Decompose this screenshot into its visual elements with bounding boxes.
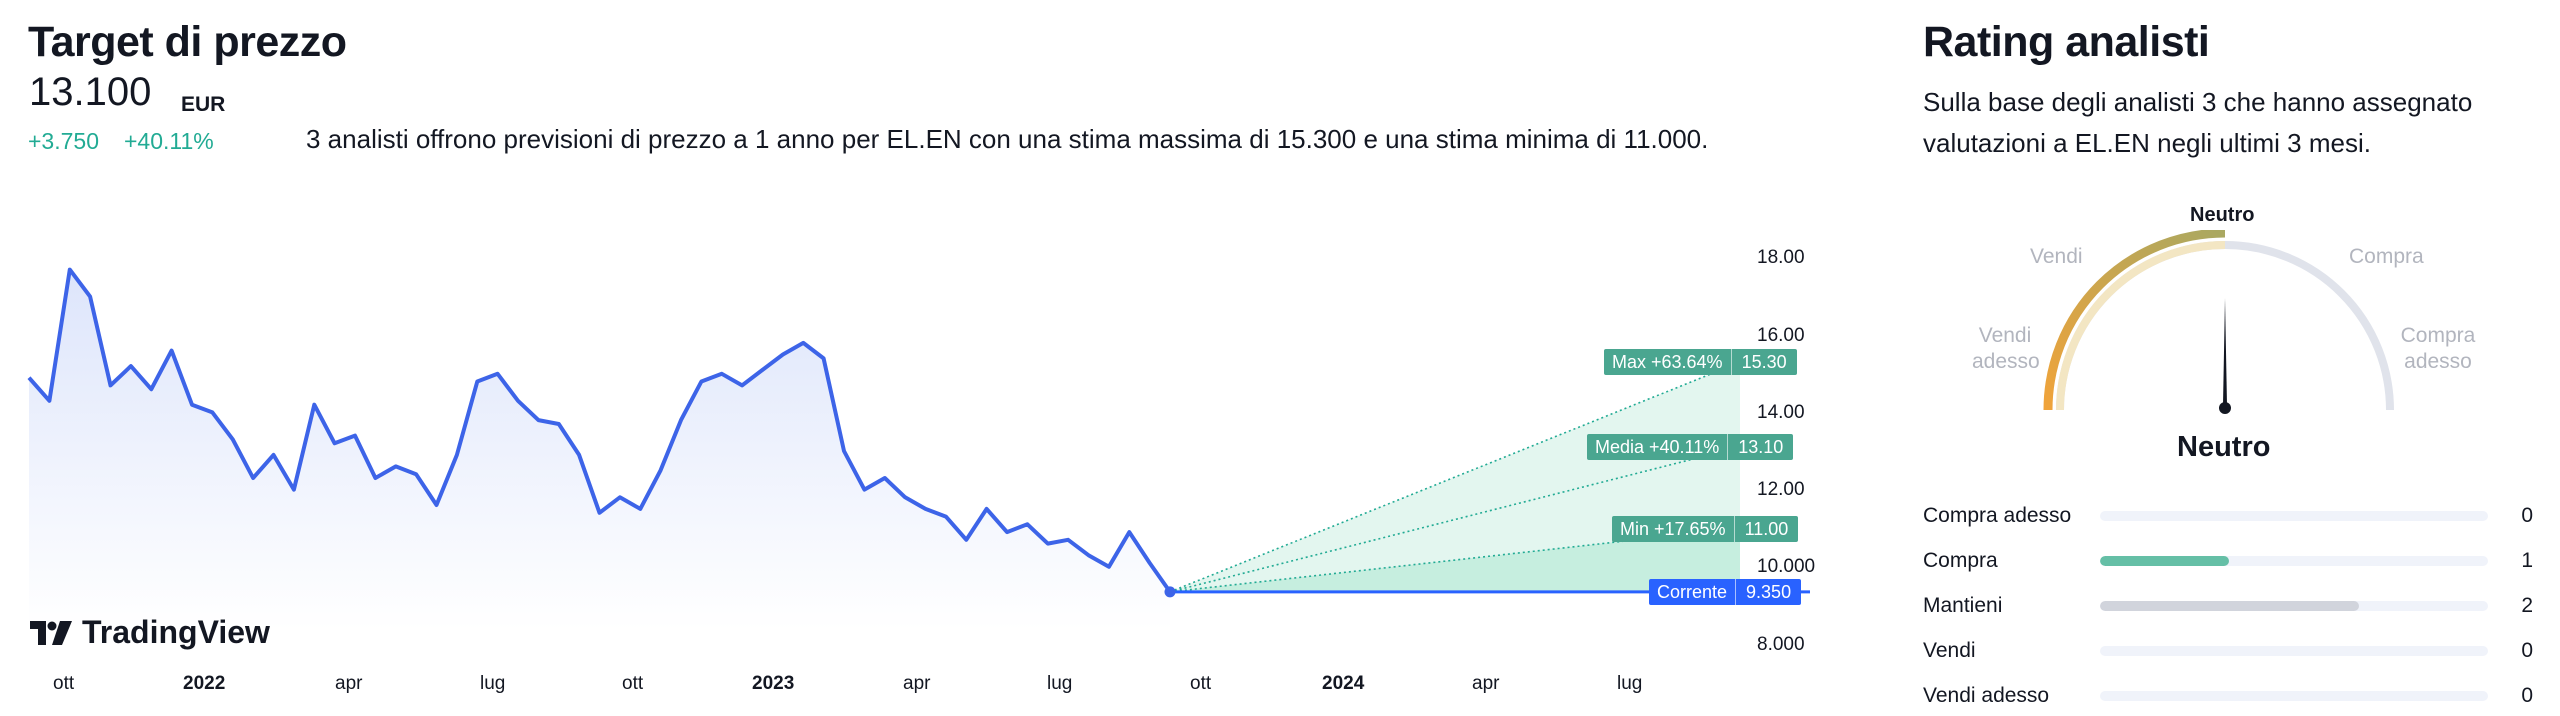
target-title: Target di prezzo [28, 18, 347, 66]
x-tick-label: lug [1617, 673, 1643, 694]
target-description: 3 analisti offrono previsioni di prezzo … [306, 124, 1709, 154]
forecast-max-tag: Max +63.64% 15.30 [1604, 349, 1797, 375]
y-tick-label: 16.00 [1757, 325, 1805, 346]
rating-row-count: 1 [2521, 549, 2533, 572]
target-change-abs: +3.750 [28, 128, 99, 154]
forecast-current-tag: Corrente 9.350 [1649, 579, 1802, 605]
current-price-point [1164, 586, 1176, 598]
y-tick-label: 8.000 [1757, 634, 1805, 655]
rating-row-label: Compra [1923, 549, 1998, 572]
forecast-current-value: 9.350 [1735, 579, 1802, 605]
rating-row-bar [2100, 646, 2488, 656]
rating-row-bar [2100, 556, 2488, 566]
gauge-label-buy: Compra [2349, 245, 2424, 268]
price-area [29, 269, 1170, 630]
rating-row-bar [2100, 601, 2488, 611]
y-tick-label: 14.00 [1757, 402, 1805, 423]
target-currency: EUR [181, 93, 226, 116]
forecast-avg-line [1169, 446, 1741, 593]
x-tick-label: ott [622, 673, 644, 694]
x-tick-label: 2023 [752, 673, 795, 694]
gauge-label-strong-buy: Compra adesso [2398, 323, 2478, 375]
x-tick-label: lug [1047, 673, 1073, 694]
rating-row-bar [2100, 691, 2488, 701]
rating-row-count: 0 [2521, 639, 2533, 662]
x-tick-label: ott [1190, 673, 1212, 694]
y-tick-label: 10.000 [1757, 556, 1816, 577]
x-tick-label: 2022 [183, 673, 226, 694]
tradingview-wordmark: TradingView [82, 614, 270, 650]
rating-row-label: Compra adesso [1923, 504, 2072, 527]
rating-row-count: 0 [2521, 684, 2533, 707]
x-tick-label: lug [480, 673, 506, 694]
gauge-label-strong-buy-line2: adesso [2404, 350, 2472, 373]
forecast-max-value: 15.30 [1730, 349, 1797, 375]
rating-row-bar [2100, 511, 2488, 521]
rating-title: Rating analisti [1923, 18, 2210, 66]
y-tick-label: 12.00 [1757, 479, 1805, 500]
x-tick-label: apr [1472, 673, 1500, 694]
rating-row-bar-fill [2100, 556, 2230, 566]
forecast-min-value: 11.00 [1733, 516, 1799, 542]
rating-row-label: Mantieni [1923, 594, 2003, 617]
x-tick-label: 2024 [1322, 673, 1365, 694]
gauge-value-label: Neutro [2177, 431, 2271, 463]
gauge-label-strong-buy-line1: Compra [2400, 324, 2476, 347]
gauge-label-sell: Vendi [2030, 245, 2083, 268]
rating-row: Mantieni 2 [1923, 591, 2533, 621]
gauge-label-strong-sell: Vendi adesso [1972, 323, 2040, 375]
forecast-current-label: Corrente [1649, 579, 1736, 605]
x-tick-label: ott [53, 673, 75, 694]
tradingview-icon [30, 620, 72, 645]
forecast-max-label: Max +63.64% [1604, 349, 1731, 375]
gauge-label-strong-sell-line1: Vendi [1978, 324, 2032, 347]
rating-row-count: 2 [2521, 594, 2533, 617]
forecast-min-label: Min +17.65% [1612, 516, 1734, 542]
gauge-track-neutral [2056, 241, 2226, 411]
gauge-label-strong-sell-line2: adesso [1972, 350, 2040, 373]
rating-row-count: 0 [2521, 504, 2533, 527]
tradingview-logo[interactable]: TradingView [30, 614, 270, 651]
rating-row: Vendi adesso 0 [1923, 681, 2533, 711]
rating-row-label: Vendi [1923, 639, 1976, 662]
forecast-avg-tag: Media +40.11% 13.10 [1587, 434, 1794, 460]
target-change-pct: +40.11% [124, 128, 214, 154]
forecast-min-line [1169, 527, 1741, 593]
y-tick-label: 18.00 [1757, 247, 1805, 268]
rating-description: Sulla base degli analisti 3 che hanno as… [1923, 87, 2473, 158]
rating-row: Compra adesso 0 [1923, 501, 2533, 531]
gauge-top-label: Neutro [2190, 204, 2255, 226]
gauge-value-arc [2043, 230, 2226, 411]
x-tick-label: apr [335, 673, 363, 694]
rating-row-label: Vendi adesso [1923, 684, 2050, 707]
forecast-avg-value: 13.10 [1727, 434, 1794, 460]
forecast-min-tag: Min +17.65% 11.00 [1612, 516, 1799, 542]
gauge-needle [2223, 298, 2227, 405]
x-tick-label: apr [903, 673, 931, 694]
gauge-needle-pivot [2219, 402, 2231, 414]
rating-row: Vendi 0 [1923, 636, 2533, 666]
rating-row-bar-fill [2100, 601, 2359, 611]
rating-row: Compra 1 [1923, 546, 2533, 576]
rating-gauge [2043, 230, 2394, 414]
forecast-avg-label: Media +40.11% [1587, 434, 1728, 460]
price-line [27, 267, 1172, 594]
price-target-chart [27, 267, 1810, 630]
target-price: 13.100 [29, 70, 152, 114]
